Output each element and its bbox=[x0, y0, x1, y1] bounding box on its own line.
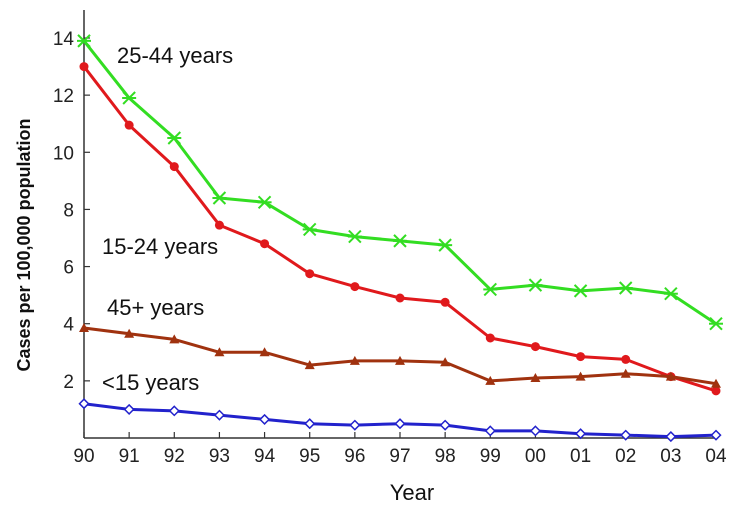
data-point-triangle bbox=[259, 347, 270, 357]
data-point-diamond bbox=[123, 403, 135, 415]
data-point-diamond bbox=[575, 428, 587, 440]
data-point-star bbox=[709, 317, 723, 331]
x-axis-title: Year bbox=[390, 480, 434, 505]
data-point-star bbox=[257, 195, 272, 209]
data-point-circle bbox=[214, 220, 224, 230]
x-tick-label: 01 bbox=[570, 446, 591, 467]
series-label-45plus: 45+ years bbox=[107, 295, 204, 320]
x-tick-label: 96 bbox=[344, 446, 365, 467]
data-point-circle bbox=[260, 239, 270, 249]
series-1 bbox=[79, 62, 721, 396]
data-point-diamond bbox=[665, 431, 677, 443]
data-point-star bbox=[347, 229, 362, 244]
data-point-star bbox=[438, 238, 453, 252]
y-tick-label: 12 bbox=[53, 86, 74, 107]
data-point-circle bbox=[124, 120, 134, 130]
data-point-diamond bbox=[213, 409, 225, 421]
data-point-diamond bbox=[304, 418, 316, 430]
data-point-triangle bbox=[485, 375, 496, 385]
data-point-triangle bbox=[711, 378, 721, 388]
data-point-circle bbox=[305, 269, 315, 279]
series-layer bbox=[77, 34, 723, 443]
data-point-diamond bbox=[620, 429, 632, 441]
y-tick-label: 10 bbox=[53, 143, 74, 164]
data-point-circle bbox=[395, 293, 405, 303]
data-point-diamond bbox=[394, 418, 406, 430]
data-point-triangle bbox=[349, 355, 360, 365]
data-point-circle bbox=[169, 162, 179, 172]
data-point-circle bbox=[621, 354, 631, 364]
data-point-diamond bbox=[529, 425, 541, 437]
data-point-star bbox=[483, 282, 498, 297]
series-0 bbox=[77, 34, 723, 331]
series-2 bbox=[79, 323, 721, 388]
data-point-triangle bbox=[440, 357, 451, 367]
y-axis-title: Cases per 100,000 population bbox=[14, 118, 34, 371]
data-point-diamond bbox=[439, 419, 451, 431]
data-point-star bbox=[573, 284, 588, 298]
data-point-star bbox=[167, 131, 182, 145]
x-tick-label: 91 bbox=[119, 446, 140, 467]
x-tick-label: 95 bbox=[299, 446, 320, 467]
data-point-star bbox=[393, 234, 407, 248]
y-tick-label: 6 bbox=[63, 258, 74, 279]
data-point-star bbox=[122, 91, 137, 105]
x-tick-label: 92 bbox=[164, 446, 185, 467]
data-point-star bbox=[663, 287, 678, 301]
data-point-diamond bbox=[349, 419, 361, 431]
data-point-triangle bbox=[169, 334, 180, 344]
data-point-circle bbox=[79, 62, 89, 72]
data-point-circle bbox=[576, 352, 586, 362]
x-tick-label: 02 bbox=[615, 446, 636, 467]
data-point-triangle bbox=[79, 323, 89, 332]
data-point-circle bbox=[530, 342, 540, 352]
y-tick-label: 14 bbox=[53, 29, 75, 50]
data-point-star bbox=[77, 34, 91, 48]
data-point-circle bbox=[711, 386, 721, 396]
series-label-25-44: 25-44 years bbox=[117, 43, 233, 68]
y-ticks: 2 4 6 8 10 12 14 bbox=[53, 29, 90, 393]
data-point-diamond bbox=[78, 398, 90, 410]
data-point-diamond bbox=[710, 429, 722, 441]
series-label-15-24: 15-24 years bbox=[102, 234, 218, 259]
data-point-circle bbox=[350, 282, 360, 292]
data-point-diamond bbox=[484, 425, 496, 437]
x-tick-label: 98 bbox=[435, 446, 456, 467]
y-tick-label: 4 bbox=[63, 315, 74, 336]
data-point-triangle bbox=[304, 360, 315, 370]
x-tick-label: 93 bbox=[209, 446, 230, 467]
x-tick-label: 99 bbox=[480, 446, 501, 467]
x-tick-label: 03 bbox=[660, 446, 681, 467]
data-point-star bbox=[212, 191, 227, 205]
series-label-under15: <15 years bbox=[102, 370, 199, 395]
x-tick-label: 00 bbox=[525, 446, 546, 467]
data-point-triangle bbox=[124, 328, 135, 338]
data-point-star bbox=[618, 281, 633, 295]
x-tick-label: 94 bbox=[254, 446, 276, 467]
data-point-star bbox=[528, 278, 543, 292]
data-point-triangle bbox=[214, 347, 225, 357]
data-point-triangle bbox=[575, 371, 586, 381]
x-tick-label: 97 bbox=[389, 446, 410, 467]
series-3 bbox=[78, 398, 722, 443]
x-tick-label: 90 bbox=[73, 446, 94, 467]
y-tick-label: 2 bbox=[63, 372, 74, 393]
data-point-triangle bbox=[530, 373, 541, 382]
data-point-circle bbox=[485, 333, 495, 343]
data-point-diamond bbox=[168, 405, 180, 417]
data-point-diamond bbox=[259, 413, 271, 425]
data-point-star bbox=[302, 222, 317, 237]
data-point-triangle bbox=[395, 355, 405, 365]
x-tick-label: 04 bbox=[705, 446, 727, 467]
data-point-triangle bbox=[665, 371, 676, 381]
data-point-triangle bbox=[620, 368, 631, 378]
data-point-circle bbox=[440, 297, 450, 307]
y-tick-label: 8 bbox=[63, 200, 74, 221]
x-ticks: 90 91 92 93 94 95 96 97 98 99 00 01 02 03 04 bbox=[73, 432, 727, 467]
